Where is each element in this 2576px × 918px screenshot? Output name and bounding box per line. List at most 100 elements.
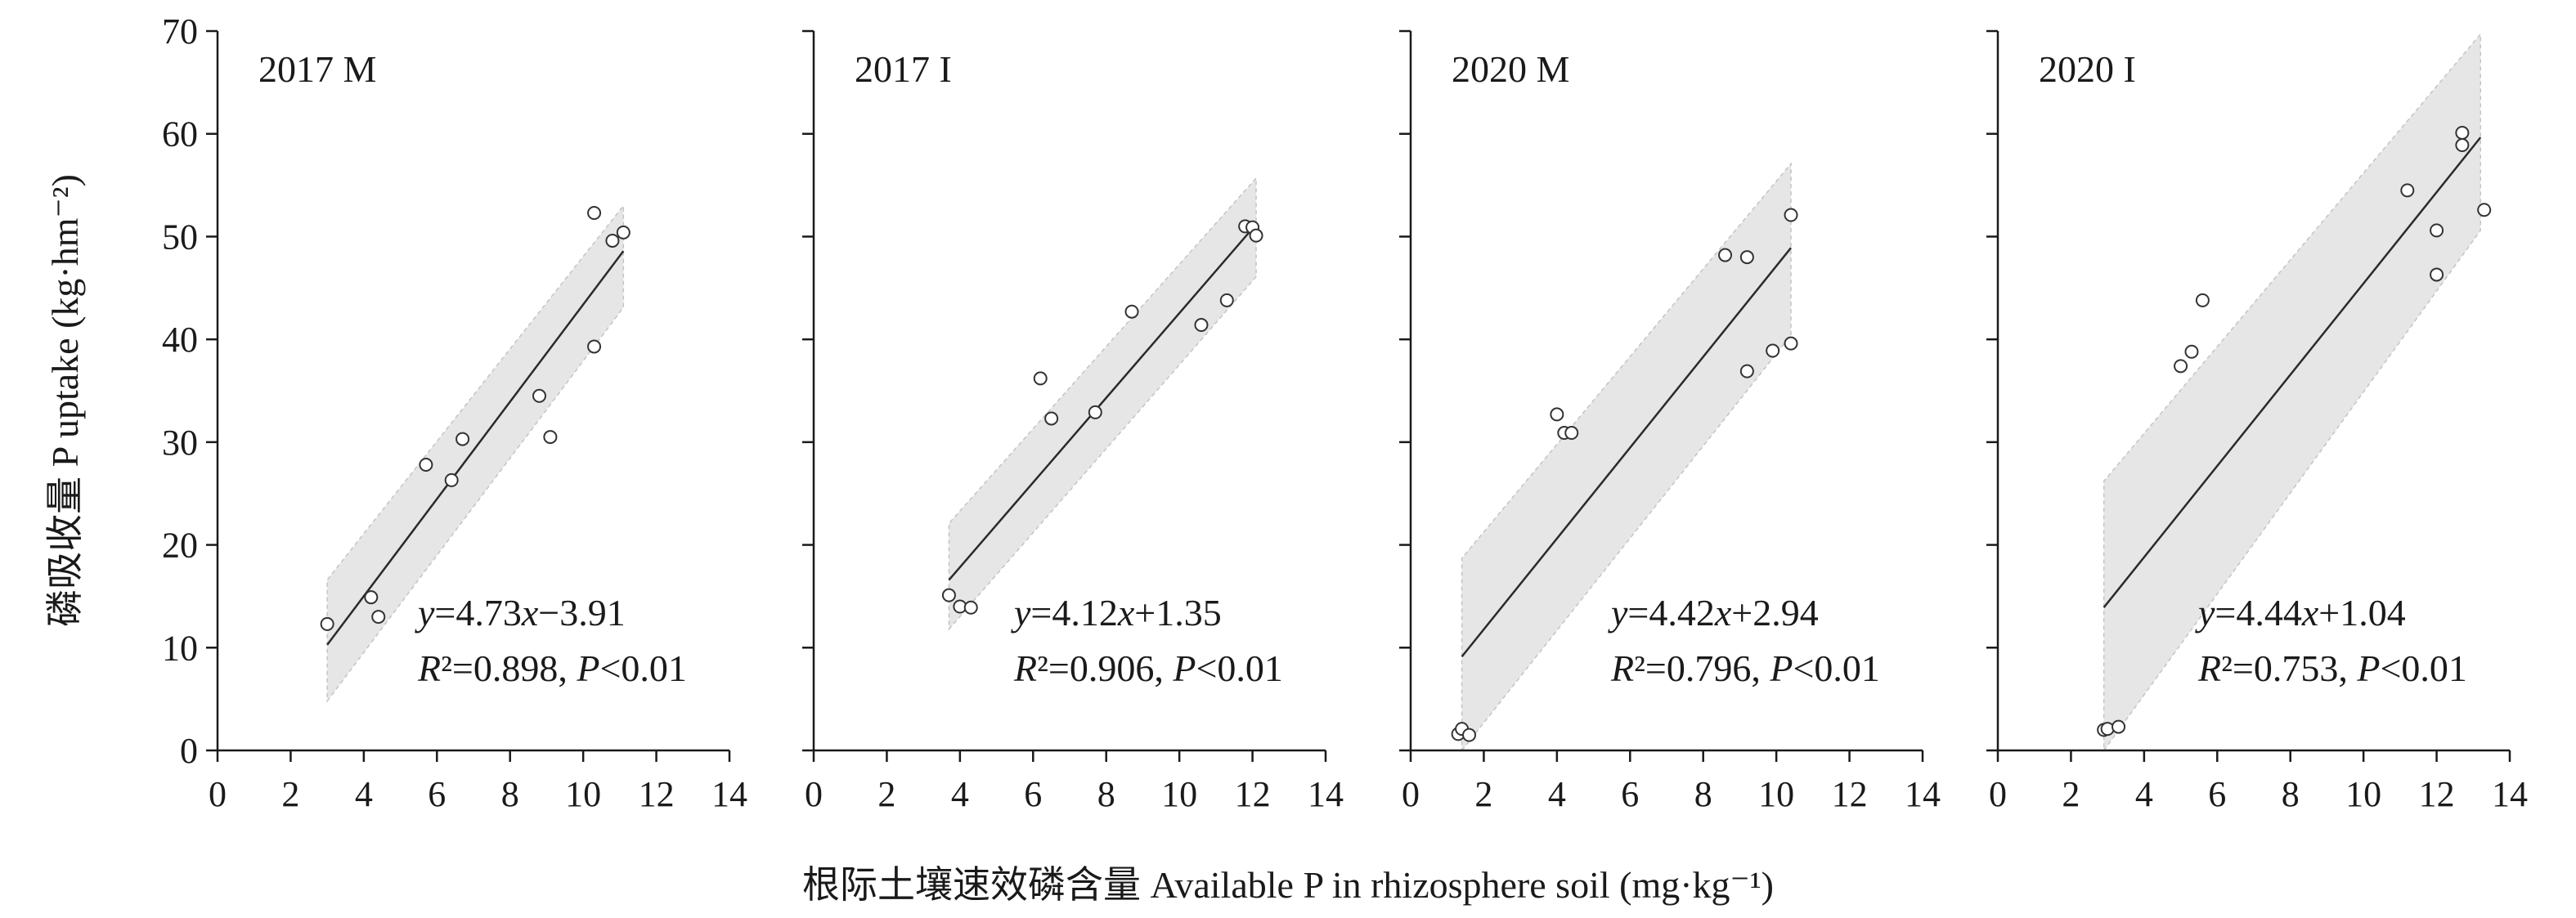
data-point bbox=[1462, 728, 1477, 742]
y-tick-label: 70 bbox=[162, 11, 198, 51]
r-squared-text: R²=0.906, P<0.01 bbox=[1013, 647, 1283, 689]
x-tick-label: 2 bbox=[1474, 774, 1492, 814]
panel-1: 0 2 4 6 8 10 12 14 0 10 20 30 40 50 60 70 2017 M y=4.73x−… bbox=[162, 11, 747, 814]
x-tick-label: 8 bbox=[501, 774, 519, 814]
x-tick-label: 12 bbox=[1832, 774, 1868, 814]
confidence-band bbox=[1461, 162, 1792, 753]
data-point bbox=[2174, 359, 2188, 374]
data-point bbox=[941, 588, 956, 602]
data-point bbox=[2195, 293, 2210, 307]
data-point bbox=[2455, 125, 2470, 140]
r-squared-text: R²=0.796, P<0.01 bbox=[1610, 647, 1880, 689]
regression-equation: y=4.12x+1.35 bbox=[1011, 592, 1222, 634]
panel-title: 2017 M bbox=[258, 48, 376, 90]
y-tick-label: 60 bbox=[162, 114, 198, 154]
x-tick-label: 12 bbox=[2419, 774, 2455, 814]
data-point bbox=[1784, 336, 1798, 351]
data-point bbox=[1124, 304, 1139, 319]
data-point bbox=[1766, 343, 1780, 358]
x-tick-label: 8 bbox=[1694, 774, 1712, 814]
data-point bbox=[1550, 407, 1564, 422]
x-tick-label: 10 bbox=[565, 774, 601, 814]
data-point bbox=[543, 430, 558, 445]
data-point bbox=[320, 616, 334, 631]
panel-4: 0 2 4 6 8 10 12 14 2020 I y=4.44x+1.04 R²=0.753, P… bbox=[1986, 29, 2528, 814]
x-tick-label: 10 bbox=[1758, 774, 1794, 814]
x-tick-label: 0 bbox=[209, 774, 227, 814]
regression-equation: y=4.44x+1.04 bbox=[2195, 592, 2406, 634]
confidence-band bbox=[2103, 32, 2481, 753]
data-point bbox=[444, 472, 459, 487]
data-point bbox=[456, 432, 470, 446]
x-tick-label: 4 bbox=[1548, 774, 1566, 814]
data-point bbox=[2455, 138, 2470, 153]
data-point bbox=[963, 600, 978, 615]
data-point bbox=[2430, 223, 2444, 238]
data-point bbox=[616, 225, 631, 240]
panel-title: 2020 M bbox=[1452, 48, 1569, 90]
data-point bbox=[364, 590, 379, 605]
panel-title: 2020 I bbox=[2039, 48, 2136, 90]
x-tick-label: 12 bbox=[639, 774, 675, 814]
x-tick-label: 2 bbox=[877, 774, 895, 814]
x-tick-label: 4 bbox=[951, 774, 969, 814]
y-axis-label: 磷吸收量 P uptake (kg·hm⁻²) bbox=[44, 174, 86, 627]
x-tick-label: 0 bbox=[805, 774, 823, 814]
regression-line bbox=[948, 223, 1257, 581]
x-tick-label: 6 bbox=[1621, 774, 1639, 814]
r-squared-text: R²=0.753, P<0.01 bbox=[2197, 647, 2467, 689]
x-tick-label: 8 bbox=[1097, 774, 1115, 814]
data-point bbox=[1194, 318, 1209, 333]
x-axis-label: 根际土壤速效磷含量 Available P in rhizosphere soi… bbox=[802, 864, 1774, 906]
data-point bbox=[2430, 267, 2444, 282]
panel-3: 0 2 4 6 8 10 12 14 2020 M y=4.42x+2.94 R²=0.796, P… bbox=[1399, 29, 1941, 814]
x-tick-label: 0 bbox=[1989, 774, 2007, 814]
y-tick-label: 30 bbox=[162, 423, 198, 463]
x-tick-label: 6 bbox=[2208, 774, 2226, 814]
y-tick-label: 50 bbox=[162, 217, 198, 257]
data-point bbox=[419, 458, 433, 472]
x-tick-label: 4 bbox=[2135, 774, 2153, 814]
x-tick-label: 4 bbox=[355, 774, 373, 814]
data-point bbox=[1219, 293, 1234, 307]
regression-line bbox=[1461, 247, 1793, 658]
y-tick-label: 0 bbox=[180, 731, 198, 771]
x-tick-label: 8 bbox=[2282, 774, 2300, 814]
x-tick-label: 14 bbox=[711, 774, 747, 814]
data-point bbox=[1249, 228, 1263, 243]
x-tick-label: 6 bbox=[428, 774, 446, 814]
panel-2: 0 2 4 6 8 10 12 14 2017 I y=4.12x+1.35 R²=0.906, P… bbox=[802, 29, 1344, 814]
x-tick-label: 2 bbox=[2062, 774, 2080, 814]
data-point bbox=[587, 206, 602, 221]
data-point bbox=[1088, 405, 1102, 419]
regression-equation: y=4.42x+2.94 bbox=[1608, 592, 1819, 634]
data-point bbox=[2184, 344, 2199, 359]
data-point bbox=[1564, 426, 1579, 441]
data-point bbox=[2400, 183, 2415, 198]
regression-line bbox=[2103, 137, 2482, 608]
data-point bbox=[605, 233, 620, 248]
data-point bbox=[2100, 722, 2115, 737]
data-point bbox=[2112, 719, 2126, 734]
data-point bbox=[1033, 371, 1048, 386]
y-tick-label: 10 bbox=[162, 628, 198, 668]
data-point bbox=[1784, 208, 1798, 222]
x-tick-label: 2 bbox=[281, 774, 299, 814]
x-tick-label: 10 bbox=[2345, 774, 2381, 814]
data-point bbox=[1718, 248, 1733, 262]
x-tick-label: 14 bbox=[1905, 774, 1941, 814]
x-tick-label: 12 bbox=[1235, 774, 1271, 814]
panel-title: 2017 I bbox=[855, 48, 952, 90]
data-point bbox=[587, 339, 602, 354]
data-point bbox=[371, 610, 386, 625]
y-tick-label: 20 bbox=[162, 526, 198, 566]
data-point bbox=[1739, 364, 1754, 378]
data-point bbox=[1044, 411, 1059, 426]
x-tick-label: 14 bbox=[2492, 774, 2528, 814]
y-tick-label: 40 bbox=[162, 320, 198, 360]
x-tick-label: 6 bbox=[1024, 774, 1042, 814]
x-tick-label: 0 bbox=[1402, 774, 1420, 814]
x-tick-label: 10 bbox=[1161, 774, 1197, 814]
